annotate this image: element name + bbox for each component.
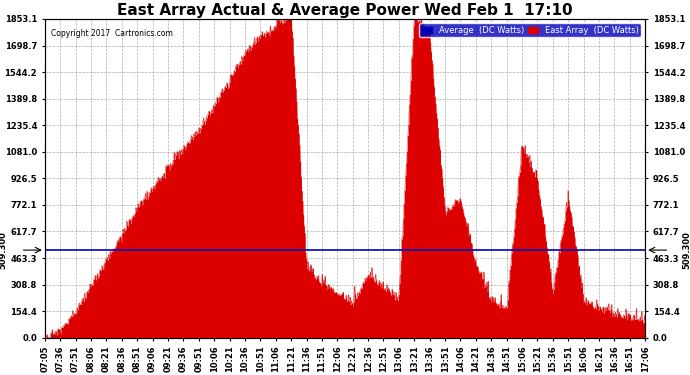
Legend: Average  (DC Watts), East Array  (DC Watts): Average (DC Watts), East Array (DC Watts… <box>420 23 641 37</box>
Text: 509.300: 509.300 <box>683 231 690 269</box>
Text: Copyright 2017  Cartronics.com: Copyright 2017 Cartronics.com <box>51 28 172 38</box>
Title: East Array Actual & Average Power Wed Feb 1  17:10: East Array Actual & Average Power Wed Fe… <box>117 3 573 18</box>
Text: 509.300: 509.300 <box>0 231 7 269</box>
